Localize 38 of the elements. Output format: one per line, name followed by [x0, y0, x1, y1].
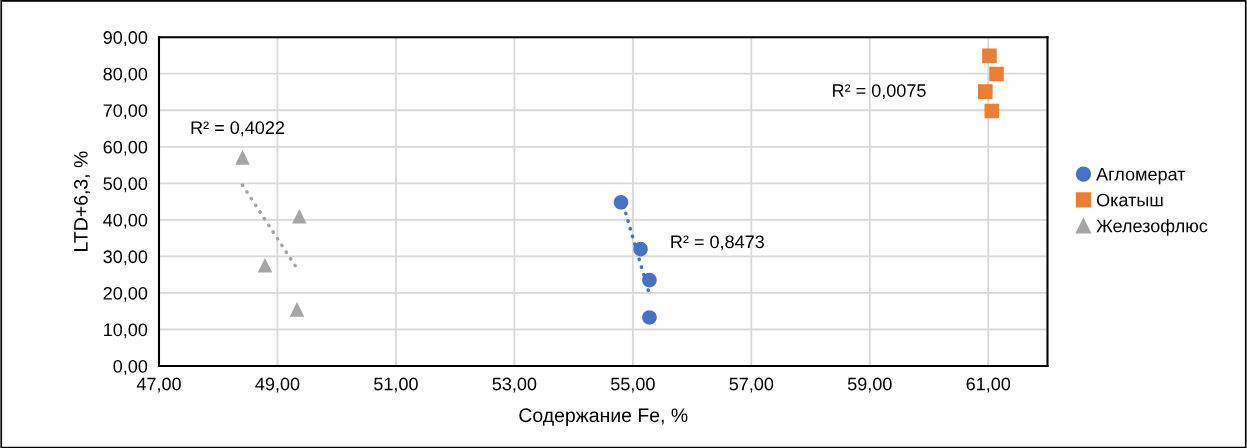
point	[613, 195, 629, 210]
y-tick-label: 60,00	[103, 140, 148, 156]
y-tick-label: 20,00	[103, 286, 148, 302]
x-axis-title: Содержание Fe, %	[519, 408, 688, 426]
annotation: R² = 0,8473	[671, 235, 764, 251]
point	[289, 302, 305, 317]
annotation: R² = 0,0075	[833, 84, 926, 100]
y-axis-title: LTD+6,3, %	[73, 151, 91, 251]
legend-label: Железофлюс	[1096, 219, 1208, 236]
y-tick-label: 50,00	[103, 177, 148, 193]
point	[257, 257, 273, 273]
legend-label: Агломерат	[1096, 167, 1186, 185]
x-tick-label: 53,00	[492, 377, 537, 393]
annotation: R² = 0,4022	[191, 121, 285, 137]
y-tick-label: 0,00	[113, 359, 148, 375]
point	[642, 310, 657, 325]
x-tick-label: 49,00	[255, 377, 300, 393]
x-tick-label: 47,00	[136, 377, 181, 393]
point	[292, 208, 307, 224]
point	[982, 48, 997, 64]
point	[235, 150, 250, 165]
x-tick-label: 57,00	[729, 377, 774, 393]
y-tick-label: 80,00	[103, 67, 148, 83]
y-tick-label: 40,00	[103, 213, 148, 229]
legend-label: Окатыш	[1096, 193, 1163, 207]
point	[989, 66, 1004, 82]
point	[633, 241, 648, 257]
x-tick-label: 51,00	[374, 377, 418, 393]
x-tick-label: 61,00	[966, 377, 1011, 393]
y-tick-label: 30,00	[103, 250, 148, 266]
y-tick-label: 10,00	[104, 323, 148, 339]
point	[642, 272, 657, 288]
y-tick-label: 70,00	[103, 104, 148, 120]
point	[978, 84, 993, 99]
x-tick-label: 55,00	[610, 377, 655, 393]
point	[984, 103, 1000, 119]
y-tick-label: 90,00	[103, 31, 148, 47]
x-tick-label: 59,00	[847, 377, 892, 393]
